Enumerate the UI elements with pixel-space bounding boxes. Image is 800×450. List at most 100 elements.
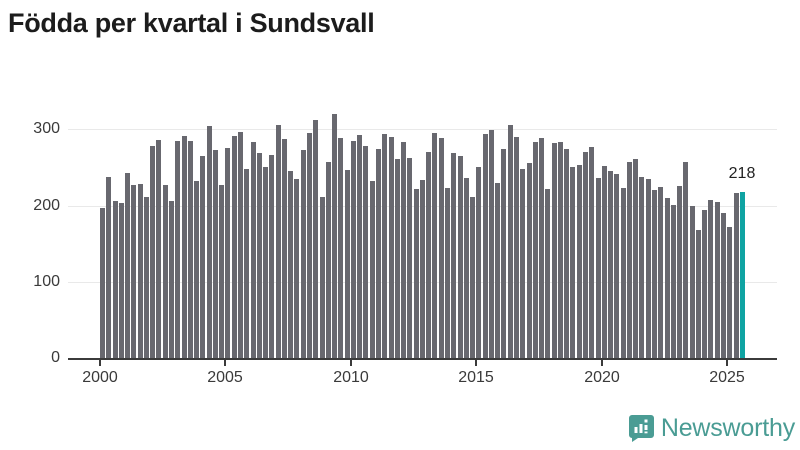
x-axis-tick-label: 2015 (458, 369, 494, 386)
bar (112, 201, 118, 358)
newsworthy-logo[interactable]: Newsworthy (628, 412, 795, 444)
bar (457, 156, 463, 358)
bar (100, 207, 105, 358)
bar (639, 176, 645, 358)
bar (526, 163, 532, 358)
bar (614, 173, 620, 358)
y-axis-tick-label: 200 (33, 197, 60, 214)
bar (576, 164, 582, 358)
bar (194, 180, 200, 358)
y-gridline (68, 129, 777, 130)
bar (307, 133, 312, 358)
bar (338, 137, 344, 358)
bar (727, 227, 733, 358)
bar (382, 134, 388, 358)
y-axis-tick-label: 300 (33, 120, 60, 137)
x-axis-tick-label: 2005 (207, 369, 243, 386)
highlighted-bar (739, 191, 745, 358)
bar (570, 166, 576, 358)
bar (332, 114, 338, 358)
chart-title: Födda per kvartal i Sundsvall (8, 8, 375, 38)
bar (664, 198, 670, 358)
bar (413, 188, 419, 358)
bar (507, 124, 513, 358)
bar (206, 126, 212, 358)
bar (532, 142, 538, 358)
bar (219, 185, 225, 358)
x-axis-line (68, 358, 777, 360)
bar (313, 119, 319, 358)
bar (250, 141, 256, 358)
bar (495, 182, 501, 358)
bar (652, 190, 658, 358)
bar (451, 153, 457, 358)
x-axis-tick (601, 360, 603, 366)
bar (369, 181, 375, 358)
bar (445, 188, 450, 358)
bar (419, 179, 425, 358)
bar (608, 170, 614, 358)
bar (557, 141, 563, 358)
bar (733, 192, 739, 358)
bar (658, 187, 664, 358)
bar (626, 161, 632, 358)
bar (683, 161, 689, 358)
bar (388, 137, 394, 358)
x-axis-tick (475, 360, 477, 366)
bar (288, 170, 294, 358)
bar (238, 131, 243, 358)
bar (551, 143, 557, 358)
bar (633, 159, 639, 358)
bar (520, 169, 526, 358)
bar (438, 137, 444, 358)
bar (300, 150, 306, 358)
bar (187, 140, 193, 358)
bar (407, 158, 413, 358)
bar (231, 136, 237, 358)
x-axis-tick-label: 2010 (333, 369, 369, 386)
bar (470, 197, 476, 358)
bar (589, 147, 595, 358)
newsworthy-logo-text: Newsworthy (660, 413, 795, 442)
bar (677, 185, 683, 358)
bar (695, 230, 701, 358)
bar (545, 188, 551, 358)
bar (463, 177, 469, 358)
highlight-value-label: 218 (728, 165, 756, 182)
bar (150, 146, 156, 358)
bar (401, 141, 407, 358)
bar (476, 166, 482, 358)
bar (200, 156, 206, 358)
bar (702, 209, 708, 358)
bar (564, 149, 570, 358)
bar (125, 172, 131, 358)
newsworthy-bar-chart-bubble-icon (628, 414, 654, 442)
bar (689, 206, 695, 358)
bar (394, 159, 400, 358)
bar (620, 188, 626, 358)
bar (645, 179, 651, 358)
x-axis-tick (350, 360, 352, 366)
bar (263, 166, 269, 358)
bar (143, 196, 149, 358)
bar (275, 124, 281, 358)
bar (350, 140, 356, 358)
bar (714, 201, 720, 358)
bar (256, 153, 262, 358)
bar (118, 202, 124, 358)
bar (376, 148, 381, 358)
bar (169, 201, 174, 358)
bar (181, 136, 187, 358)
x-axis-tick-label: 2000 (82, 369, 118, 386)
bar (175, 140, 181, 358)
bar (357, 134, 363, 358)
bar (482, 134, 488, 358)
bar (721, 213, 727, 358)
bar (514, 137, 520, 358)
bar (583, 151, 589, 358)
bar (212, 150, 218, 358)
bar (539, 137, 545, 358)
bar (601, 166, 607, 358)
x-axis-tick-label: 2020 (584, 369, 620, 386)
